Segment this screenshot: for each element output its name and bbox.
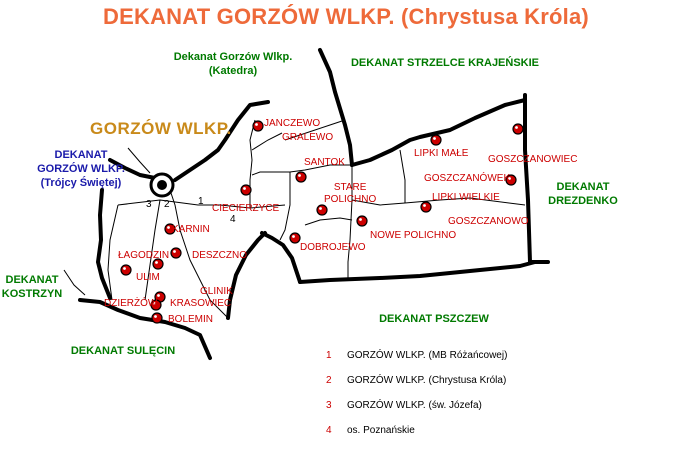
place-stare-polichno: STARE POLICHNO (324, 182, 376, 206)
place-cieciersyce: CIECIERZYCE (212, 203, 280, 214)
place-karnin: KARNIN (172, 224, 210, 235)
neighbor-katedra-line2: (Katedra) (208, 65, 258, 77)
marker-stare-polichno (316, 204, 328, 216)
neighbor-katedra-line1: Dekanat Gorzów Wlkp. (173, 51, 293, 63)
place-stare-line1: STARE (333, 182, 367, 193)
marker-highlight (292, 235, 295, 238)
inner-borders (63, 119, 526, 319)
marker-janczewo (252, 120, 264, 132)
city-label: GORZÓW WLKP. (90, 119, 232, 138)
marker-highlight (243, 187, 246, 190)
marker-lagodzin (120, 264, 132, 276)
marker-nowe-polichno (356, 215, 368, 227)
place-goszczanowo: GOSZCZANOWO (448, 216, 529, 227)
marker-karnin (164, 223, 176, 235)
legend-text: GORZÓW WLKP. (MB Różańcowej) (347, 350, 508, 361)
marker-highlight (515, 126, 518, 129)
legend-text: os. Poznańskie (347, 425, 415, 436)
marker-lipki-male (430, 134, 442, 146)
marker-highlight (167, 226, 170, 229)
place-bolemin: BOLEMIN (168, 314, 214, 325)
neighbor-trojcy-line1: DEKANAT (54, 149, 108, 161)
neighbor-trojcy-line3: (Trójcy Świętej) (40, 177, 122, 189)
neighbor-kostrzyn: DEKANAT KOSTRZYN (0, 273, 64, 301)
marker-highlight (508, 177, 511, 180)
place-lipki-wielkie: LIPKI WIELKIE (432, 192, 500, 203)
neighbor-pszczew: DEKANAT PSZCZEW (379, 313, 489, 325)
city-number-3: 3 (146, 199, 152, 210)
neighbor-kostrzyn-line2: KOSTRZYN (1, 288, 63, 300)
neighbor-strzelce: DEKANAT STRZELCE KRAJEŃSKIE (350, 57, 540, 69)
place-dobrojewo: DOBROJEWO (300, 242, 366, 253)
neighbor-sulecin: DEKANAT SULĘCIN (70, 345, 176, 357)
marker-lipki-wielkie (420, 201, 432, 213)
neighbor-drezdenko: DEKANAT DREZDENKO (548, 180, 618, 208)
legend-number: 2 (326, 375, 332, 386)
place-deszczno: DESZCZNO (192, 250, 247, 261)
marker-highlight (153, 302, 156, 305)
marker-highlight (433, 137, 436, 140)
marker-dobrojewo (289, 232, 301, 244)
place-gralewo: GRALEWO (282, 132, 334, 143)
legend-number: 3 (326, 400, 332, 411)
place-dzierzow: DZIERŻÓW (104, 298, 158, 309)
marker-ulim (152, 258, 164, 270)
city-number-1: 1 (198, 196, 204, 207)
place-glinik: GLINIK (200, 286, 233, 297)
marker-highlight (255, 123, 258, 126)
place-markers (120, 120, 524, 324)
marker-cieciersyce (240, 184, 252, 196)
city-number-2: 2 (164, 199, 170, 210)
legend-text: GORZÓW WLKP. (Chrystusa Króla) (347, 375, 507, 386)
marker-highlight (123, 267, 126, 270)
place-nowe-polichno: NOWE POLICHNO (370, 230, 457, 241)
marker-highlight (298, 174, 301, 177)
neighbor-katedra: Dekanat Gorzów Wlkp. (Katedra) (168, 50, 298, 78)
neighbor-drezdenko-line2: DREZDENKO (548, 195, 618, 207)
marker-highlight (173, 250, 176, 253)
place-janczewo: JANCZEWO (264, 118, 321, 129)
marker-bolemin (150, 299, 162, 311)
marker-highlight (359, 218, 362, 221)
marker-highlight (157, 294, 160, 297)
marker-deszczno (170, 247, 182, 259)
city-number-4: 4 (230, 214, 236, 225)
marker-goszczanowek (505, 174, 517, 186)
marker-highlight (155, 261, 158, 264)
place-santok: SANTOK (304, 157, 345, 168)
place-goszczanowiec: GOSZCZANOWIEC (488, 154, 578, 165)
marker-santok (295, 171, 307, 183)
neighbor-kostrzyn-line1: DEKANAT (5, 274, 59, 286)
marker-highlight (423, 204, 426, 207)
marker-goszczanowiec (512, 123, 524, 135)
place-krasowiec: KRASOWIEC (170, 298, 232, 309)
place-lagodzin: ŁAGODZIN (118, 250, 170, 261)
legend-number: 1 (326, 350, 332, 361)
legend-number: 4 (326, 425, 332, 436)
neighbor-trojcy-line2: GORZÓW WLKP. (37, 163, 125, 175)
map-title: DEKANAT GORZÓW WLKP. (Chrystusa Króla) (103, 4, 589, 29)
place-lipki-male: LIPKI MAŁE (414, 148, 469, 159)
neighbor-trojcy: DEKANAT GORZÓW WLKP. (Trójcy Świętej) (28, 148, 134, 190)
marker-highlight (154, 315, 157, 318)
city-center-dot (157, 180, 167, 190)
marker-highlight (319, 207, 322, 210)
place-ulim: ULIM (136, 272, 160, 283)
neighbor-drezdenko-line1: DEKANAT (556, 181, 610, 193)
marker-dzierzow (151, 312, 163, 324)
place-goszczanowek: GOSZCZANÓWEK (424, 173, 511, 184)
legend-text: GORZÓW WLKP. (św. Józefa) (347, 400, 482, 411)
place-stare-line2: POLICHNO (324, 194, 377, 205)
